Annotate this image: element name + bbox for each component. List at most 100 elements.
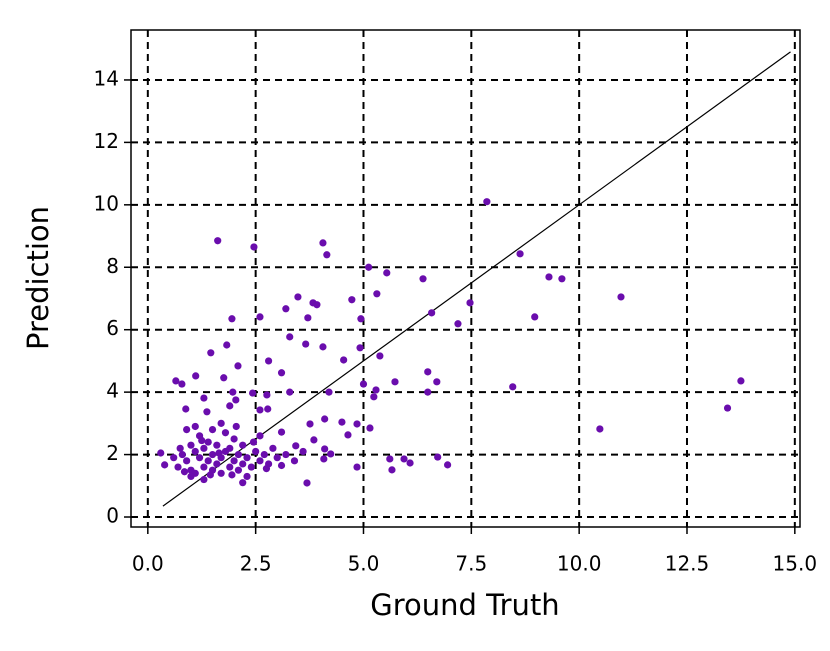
scatter-point [256, 313, 264, 321]
scatter-point [200, 444, 208, 452]
scatter-point [294, 293, 302, 301]
scatter-point [516, 250, 524, 258]
scatter-point [299, 447, 307, 456]
scatter-point [187, 472, 195, 481]
scatter-point [348, 296, 356, 304]
scatter-point [234, 466, 243, 474]
x-tick-label: 12.5 [665, 552, 710, 576]
scatter-point [321, 445, 329, 453]
scatter-point [213, 441, 221, 449]
reference-line [162, 51, 791, 507]
scatter-point [215, 449, 223, 457]
scatter-point [366, 424, 374, 432]
scatter-point [383, 269, 391, 277]
scatter-point [320, 455, 328, 463]
scatter-point [302, 340, 310, 348]
scatter-point [208, 450, 217, 459]
scatter-point [304, 314, 312, 322]
scatter-point [198, 436, 206, 445]
y-tick-label: 10 [94, 191, 119, 215]
scatter-point [234, 450, 243, 459]
scatter-point [191, 447, 199, 456]
scatter-point [327, 450, 335, 458]
scatter-point [617, 293, 625, 301]
y-axis-label: Prediction [21, 206, 55, 350]
scatter-point [388, 466, 396, 474]
scatter-point [230, 457, 238, 465]
scatter-point [226, 402, 234, 410]
scatter-point [391, 378, 399, 386]
scatter-point [454, 320, 462, 328]
scatter-point [306, 420, 314, 428]
scatter-point [443, 461, 452, 469]
scatter-point [228, 471, 236, 479]
scatter-point [176, 444, 184, 452]
scatter-point [596, 425, 604, 433]
scatter-point [338, 418, 346, 426]
scatter-point [277, 369, 286, 377]
scatter-point [531, 313, 539, 321]
scatter-point [161, 461, 169, 469]
x-tick-label: 7.5 [455, 552, 487, 576]
scatter-point [204, 438, 212, 446]
scatter-point [466, 299, 474, 307]
scatter-point [200, 394, 208, 402]
scatter-point [157, 449, 165, 457]
scatter-point [239, 479, 247, 487]
x-tick-label: 5.0 [348, 552, 380, 576]
scatter-point [286, 388, 294, 396]
y-tick-label: 0 [106, 504, 119, 528]
scatter-point [277, 428, 286, 436]
scatter-point [319, 343, 327, 351]
scatter-point [264, 357, 273, 365]
y-tick-label: 12 [94, 129, 119, 153]
scatter-point [365, 263, 373, 271]
scatter-point [262, 465, 271, 473]
scatter-point [230, 435, 238, 443]
scatter-point [483, 198, 491, 206]
scatter-point [226, 444, 234, 452]
scatter-point [558, 275, 566, 283]
scatter-point [207, 349, 215, 357]
scatter-point [419, 275, 427, 283]
scatter-point [400, 455, 408, 463]
scatter-point [256, 406, 264, 414]
scatter-point [424, 368, 432, 376]
scatter-point [247, 463, 255, 471]
scatter-point [187, 441, 195, 449]
scatter-point [386, 455, 394, 463]
scatter-point [406, 459, 414, 467]
scatter-point [217, 419, 225, 427]
y-tick-label: 4 [106, 379, 119, 403]
y-tick-label: 14 [94, 66, 119, 90]
scatter-point [250, 243, 258, 251]
scatter-point [180, 468, 189, 476]
scatter-point [282, 450, 290, 459]
scatter-point [325, 388, 333, 396]
scatter-point [203, 408, 211, 416]
scatter-point [264, 405, 272, 413]
scatter-point [292, 442, 300, 450]
scatter-point [263, 391, 271, 399]
scatter-point [217, 469, 225, 477]
scatter-point [208, 425, 217, 434]
scatter-point [178, 380, 186, 388]
scatter-point [191, 422, 199, 431]
scatter-point [321, 415, 329, 423]
scatter-point [428, 309, 436, 317]
scatter-point [353, 463, 361, 471]
scatter-point [200, 463, 208, 471]
scatter-point [290, 457, 299, 465]
scatter-point [260, 450, 268, 459]
scatter-point [273, 454, 281, 462]
scatter-point [249, 389, 257, 397]
plot-frame [130, 29, 801, 528]
scatter-point [195, 454, 204, 462]
scatter-point [282, 305, 290, 313]
scatter-point [376, 352, 384, 360]
scatter-point [252, 447, 260, 456]
scatter-point [204, 457, 212, 465]
scatter-point [214, 237, 222, 245]
scatter-point [223, 341, 231, 349]
